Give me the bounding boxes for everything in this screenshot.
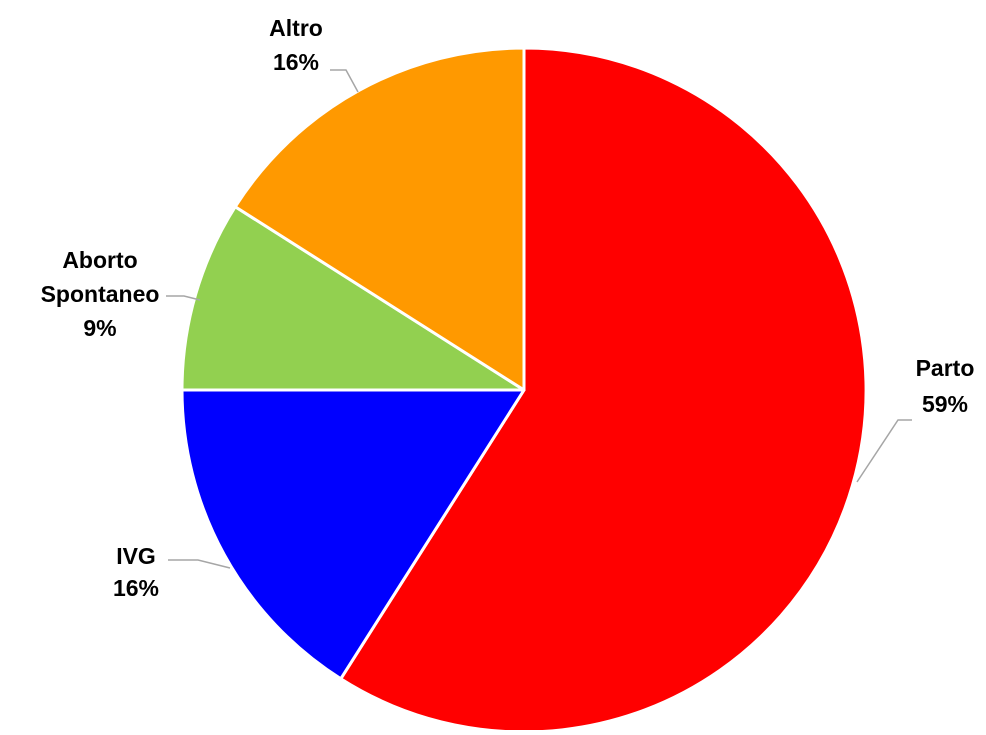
leader-line-ivg	[168, 559, 231, 569]
slice-category-label: IVG	[116, 543, 156, 569]
slice-category-label: Altro	[269, 15, 323, 41]
pie-slice-aborto-spontaneo	[180, 205, 526, 392]
slice-labels: Parto 59% IVG 16% Aborto Spontaneo 9% Altro 16%	[41, 15, 975, 601]
slice-category-label: Spontaneo	[41, 281, 160, 307]
leader-line-aborto-spontaneo	[166, 295, 201, 301]
slice-percent-label: 9%	[83, 315, 116, 341]
slice-category-label: Aborto	[62, 247, 137, 273]
pie-slice-altro	[233, 46, 526, 392]
leader-line-parto	[856, 419, 912, 483]
slice-percent-label: 16%	[273, 49, 319, 75]
leader-line-altro	[330, 69, 359, 93]
pie-slices	[180, 46, 868, 734]
slice-percent-label: 16%	[113, 575, 159, 601]
slice-category-label: Parto	[916, 355, 975, 381]
leader-lines	[166, 69, 912, 569]
slice-percent-label: 59%	[922, 391, 968, 417]
pie-slice-ivg	[180, 388, 526, 681]
